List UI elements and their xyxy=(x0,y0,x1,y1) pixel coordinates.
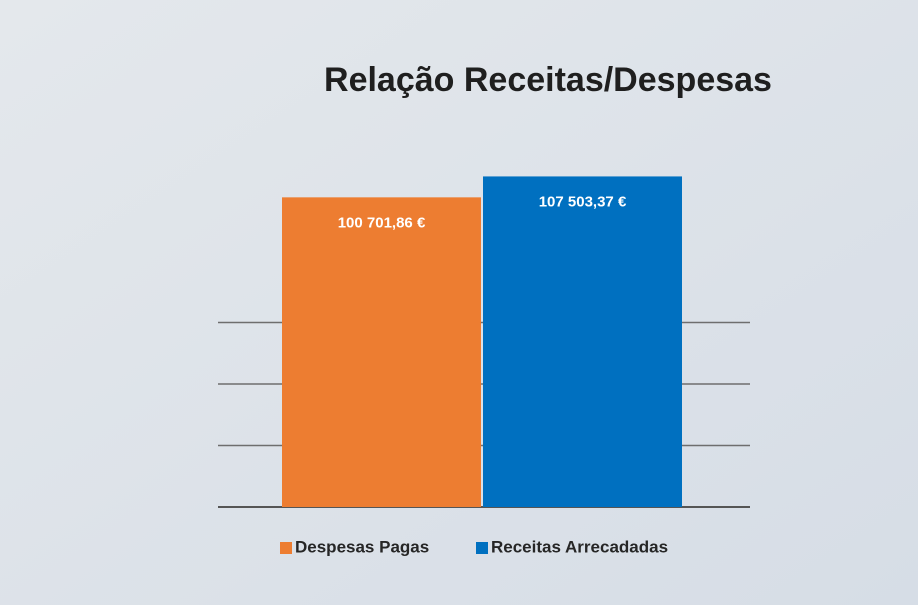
chart-title: Relação Receitas/Despesas xyxy=(324,61,772,99)
bar xyxy=(483,176,682,508)
bar xyxy=(282,197,481,507)
legend-label: Despesas Pagas xyxy=(295,537,429,556)
legend-swatch xyxy=(280,542,292,554)
value-label: 100 701,86 € xyxy=(338,214,426,231)
value-label: 107 503,37 € xyxy=(539,193,627,210)
legend-label: Receitas Arrecadadas xyxy=(491,537,668,556)
legend-swatch xyxy=(476,542,488,554)
